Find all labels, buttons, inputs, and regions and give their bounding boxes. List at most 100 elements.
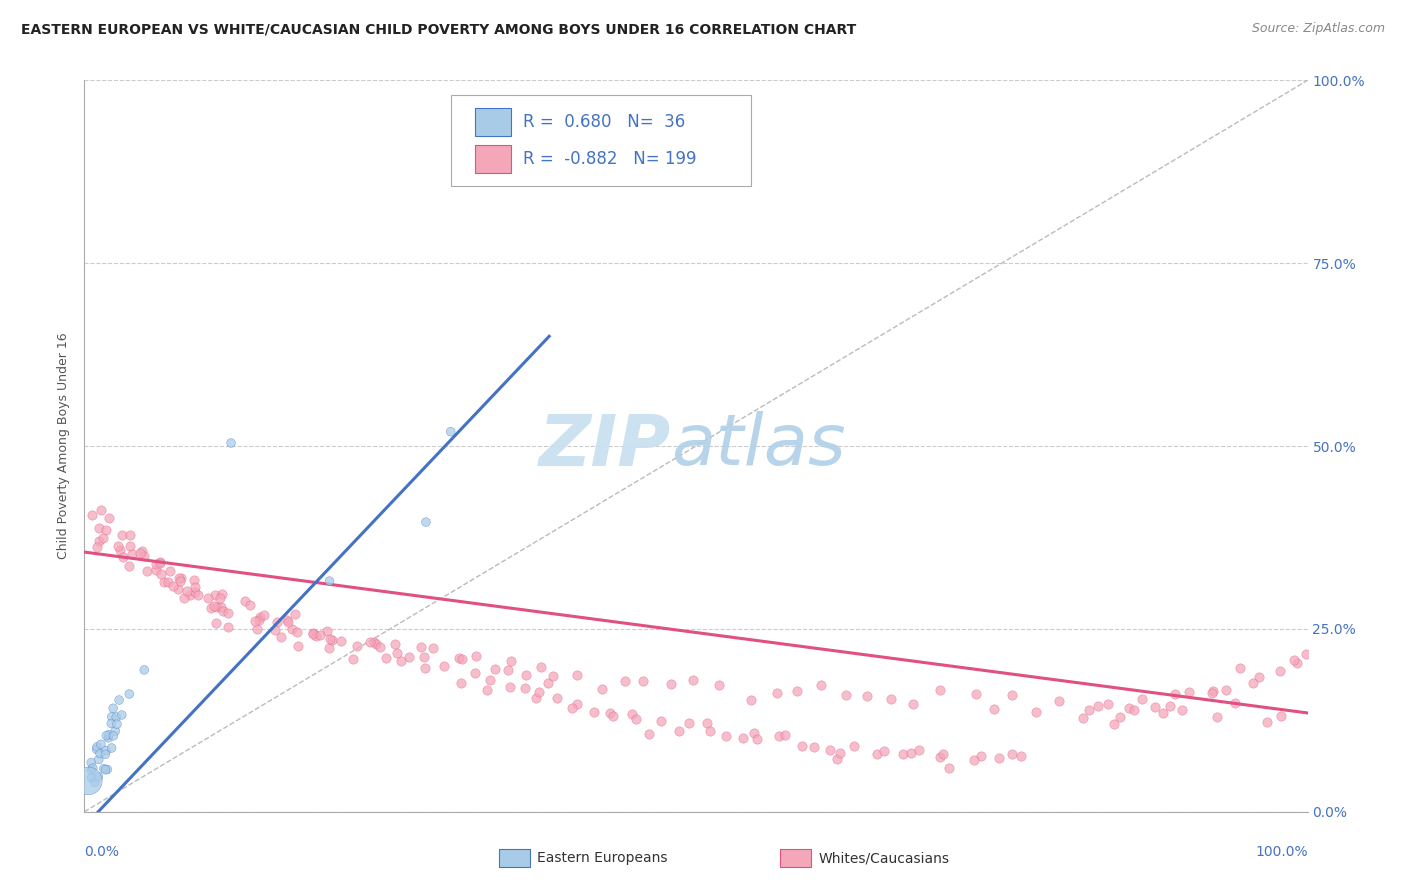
Point — [668, 723, 690, 738]
Point — [89, 747, 111, 761]
Point — [766, 686, 789, 700]
Point — [786, 683, 808, 698]
Point — [768, 729, 790, 743]
Point — [100, 741, 122, 756]
FancyBboxPatch shape — [451, 95, 751, 186]
Point — [810, 678, 832, 692]
Point — [592, 682, 614, 697]
Point — [938, 761, 960, 775]
Point — [211, 604, 233, 618]
Point — [970, 749, 993, 764]
Point — [183, 580, 205, 594]
Point — [828, 746, 851, 760]
Point — [162, 579, 184, 593]
Point — [440, 425, 463, 439]
Point — [907, 743, 929, 757]
Point — [359, 634, 381, 648]
Point — [650, 714, 672, 729]
Point — [529, 660, 551, 674]
Point — [363, 635, 385, 649]
Point — [318, 632, 340, 646]
Point — [208, 591, 231, 606]
Point — [714, 730, 737, 744]
Point — [1285, 657, 1308, 671]
Point — [247, 613, 270, 627]
Point — [409, 640, 432, 654]
Point — [270, 630, 292, 644]
Point — [803, 740, 825, 755]
Point — [699, 724, 721, 739]
Point — [104, 724, 127, 739]
Point — [707, 678, 730, 692]
Point — [983, 702, 1005, 716]
Point — [873, 744, 896, 758]
Point — [880, 691, 903, 706]
Point — [87, 534, 110, 549]
Point — [86, 742, 108, 756]
Point — [1268, 665, 1291, 679]
Point — [86, 739, 108, 754]
Point — [77, 774, 100, 789]
Point — [330, 634, 353, 648]
Point — [1087, 698, 1109, 713]
Point — [447, 651, 470, 665]
Point — [121, 547, 143, 561]
Point — [844, 739, 866, 754]
Point — [583, 705, 606, 719]
Point — [929, 683, 952, 698]
Point — [450, 675, 472, 690]
Point — [385, 646, 408, 660]
Point — [169, 574, 191, 588]
Point — [110, 527, 132, 541]
Point — [464, 666, 486, 681]
Point — [96, 524, 118, 538]
Point — [100, 716, 122, 731]
Point — [659, 677, 682, 691]
Point — [900, 746, 922, 760]
Point — [541, 669, 564, 683]
Point — [599, 706, 621, 720]
Point — [94, 744, 117, 758]
Point — [145, 557, 167, 571]
Point — [170, 571, 193, 585]
Point — [678, 716, 700, 731]
Point — [280, 622, 302, 636]
Point — [318, 574, 340, 588]
Text: ZIP: ZIP — [540, 411, 672, 481]
FancyBboxPatch shape — [475, 145, 512, 173]
Point — [1205, 710, 1227, 724]
Point — [1201, 683, 1223, 698]
Point — [624, 712, 647, 726]
Point — [111, 550, 134, 565]
Point — [513, 681, 536, 696]
Point — [389, 654, 412, 668]
Point — [835, 688, 858, 702]
Text: EASTERN EUROPEAN VS WHITE/CAUCASIAN CHILD POVERTY AMONG BOYS UNDER 16 CORRELATIO: EASTERN EUROPEAN VS WHITE/CAUCASIAN CHIL… — [21, 22, 856, 37]
Point — [129, 546, 152, 560]
Point — [465, 648, 488, 663]
Point — [1295, 647, 1317, 661]
Point — [451, 652, 474, 666]
Point — [217, 620, 239, 634]
Point — [1109, 709, 1132, 723]
Point — [197, 591, 219, 606]
Point — [479, 673, 502, 687]
Point — [742, 726, 765, 740]
Point — [132, 549, 155, 563]
Point — [284, 607, 307, 621]
Point — [97, 728, 120, 742]
Point — [105, 717, 128, 731]
Point — [527, 685, 550, 699]
Point — [134, 663, 156, 677]
Point — [825, 752, 848, 766]
Point — [1102, 716, 1125, 731]
FancyBboxPatch shape — [475, 108, 512, 136]
Point — [90, 503, 112, 517]
Point — [1241, 675, 1264, 690]
Point — [302, 626, 325, 640]
Point — [305, 629, 328, 643]
Point — [200, 601, 222, 615]
Point — [202, 599, 225, 613]
Point — [638, 726, 661, 740]
Point — [501, 654, 523, 668]
